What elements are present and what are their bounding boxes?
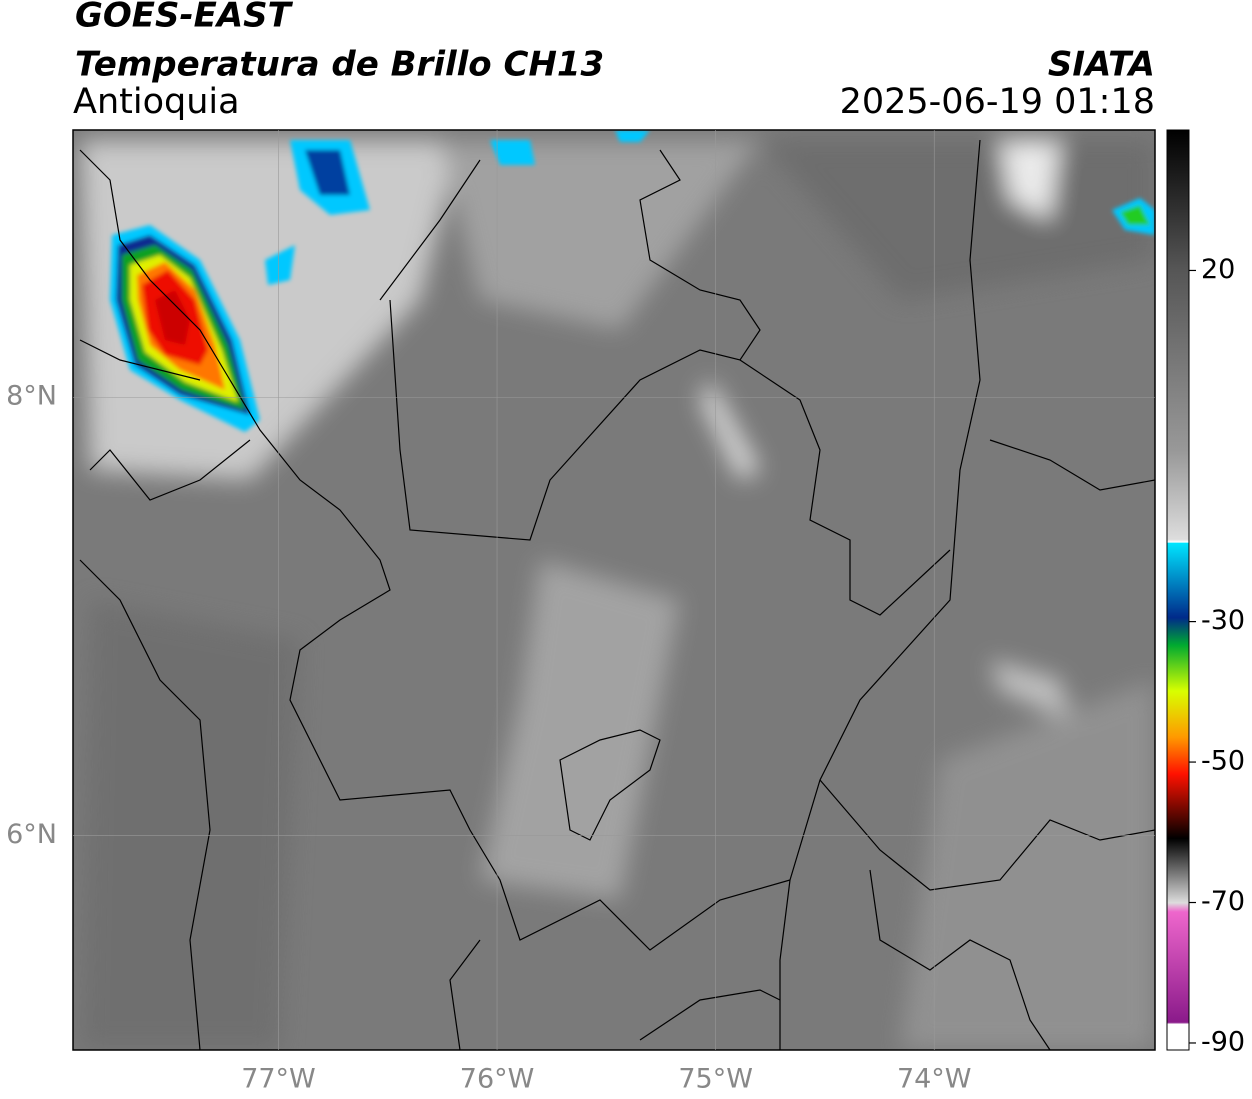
map-frame bbox=[72, 129, 1156, 1051]
title: GOES-EAST bbox=[75, 0, 294, 36]
colorbar-tick-label: 20 bbox=[1201, 254, 1235, 285]
colorbar-tick-label: -50 bbox=[1201, 746, 1245, 777]
x-tick-label: 74°W bbox=[897, 1064, 972, 1095]
x-tick-label: 77°W bbox=[241, 1064, 316, 1095]
region: Antioquia bbox=[73, 82, 240, 122]
subtitle: Temperatura de Brillo CH13 bbox=[75, 45, 604, 85]
source: SIATA bbox=[1048, 45, 1155, 85]
y-tick-label: 8°N bbox=[6, 381, 57, 412]
colorbar-tick-label: -70 bbox=[1201, 886, 1245, 917]
colorbar-tick-label: -30 bbox=[1201, 605, 1245, 636]
colorbar-tick-label: -90 bbox=[1201, 1026, 1245, 1057]
map-image bbox=[73, 130, 1155, 1050]
x-tick-label: 75°W bbox=[678, 1064, 753, 1095]
colorbar bbox=[1166, 129, 1190, 1051]
x-tick-label: 76°W bbox=[460, 1064, 535, 1095]
datetime: 2025-06-19 01:18 bbox=[840, 82, 1155, 122]
y-tick-label: 6°N bbox=[6, 819, 57, 850]
